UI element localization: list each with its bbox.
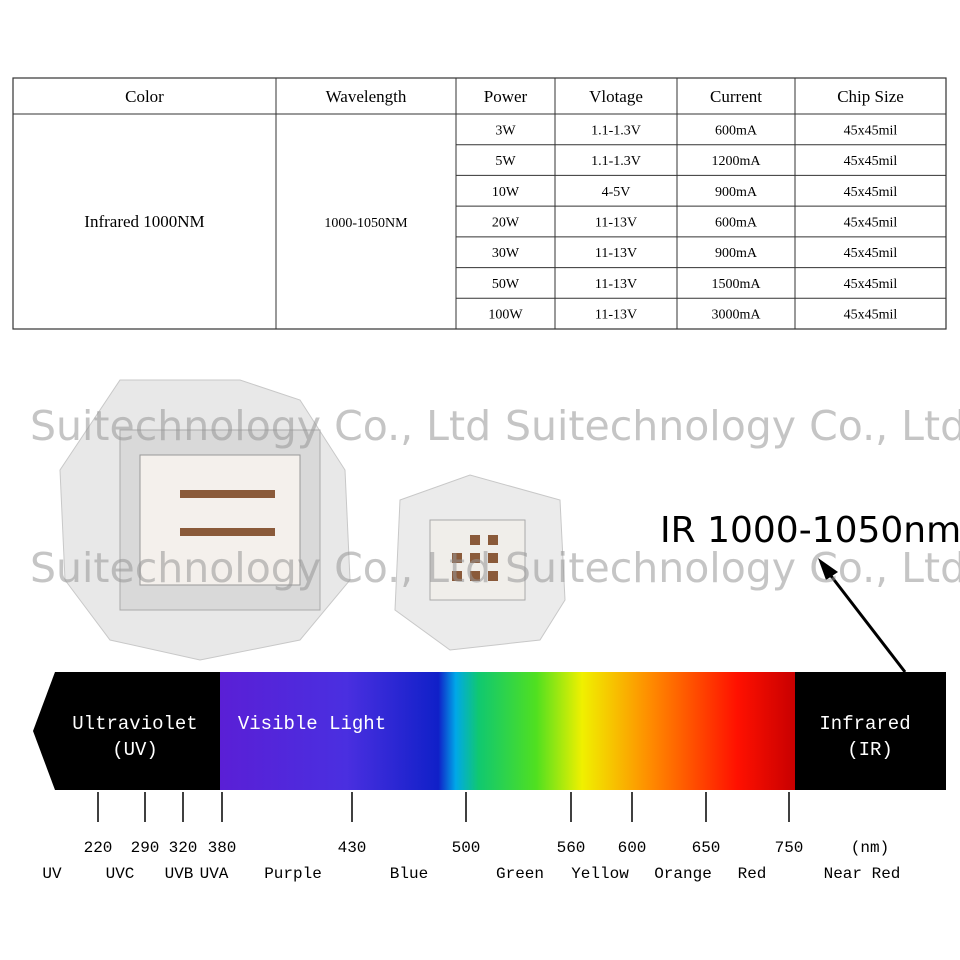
table-cell: 11-13V — [595, 308, 637, 323]
region-label: (IR) — [847, 739, 893, 761]
band-label: UVA — [200, 865, 229, 883]
table-cell: 10W — [492, 185, 520, 200]
annotation: IR 1000-1050nm — [660, 510, 960, 551]
table-cell: 50W — [492, 277, 520, 292]
table-cell: 600mA — [715, 216, 758, 231]
band-label: Orange — [654, 865, 712, 883]
table-cell: 900mA — [715, 185, 758, 200]
region-label: Ultraviolet — [72, 713, 197, 735]
table-cell: 600mA — [715, 123, 758, 138]
table-cell: 5W — [495, 154, 516, 169]
header-cell: Wavelength — [326, 87, 407, 106]
region-label: Infrared — [819, 713, 910, 735]
table-cell: 45x45mil — [844, 277, 898, 292]
tick-label: 650 — [692, 839, 721, 857]
band-label: Blue — [390, 865, 428, 883]
header-cell: Power — [484, 87, 528, 106]
table-cell: 30W — [492, 246, 520, 261]
table-cell: 3000mA — [712, 308, 762, 323]
arrow-line — [826, 571, 907, 673]
table-cell: 4-5V — [602, 185, 631, 200]
visible-gradient — [220, 672, 795, 790]
table-cell: 45x45mil — [844, 185, 898, 200]
table-border — [12, 77, 947, 330]
region-label: Visible Light — [238, 713, 386, 735]
region-label: (UV) — [112, 739, 158, 761]
table-cell: 1.1-1.3V — [591, 154, 641, 169]
watermark: Suitechnology Co., Ltd — [30, 544, 491, 592]
watermark: Suitechnology Co., Ltd — [505, 544, 960, 592]
tick-label: 380 — [208, 839, 237, 857]
band-label: Green — [496, 865, 544, 883]
watermark: Suitechnology Co., Ltd — [30, 402, 491, 450]
table-cell: 1.1-1.3V — [591, 123, 641, 138]
tick-label: (nm) — [851, 839, 889, 857]
tick-label: 220 — [84, 839, 113, 857]
wavelength-cell: 1000-1050NM — [324, 216, 408, 231]
tick-label: 560 — [557, 839, 586, 857]
band-label: Near Red — [824, 865, 901, 883]
table-cell: 1500mA — [712, 277, 762, 292]
table-cell: 900mA — [715, 246, 758, 261]
table-cell: 45x45mil — [844, 123, 898, 138]
table-cell: 1200mA — [712, 154, 762, 169]
header-cell: Chip Size — [837, 87, 904, 106]
band-label: Yellow — [571, 865, 629, 883]
band-label: Purple — [264, 865, 322, 883]
table-cell: 45x45mil — [844, 216, 898, 231]
band-label: UVB — [165, 865, 194, 883]
header-cell: Color — [125, 87, 164, 106]
table-cell: 100W — [488, 308, 523, 323]
table-cell: 11-13V — [595, 216, 637, 231]
watermark: Suitechnology Co., Ltd — [505, 402, 960, 450]
header-cell: Current — [710, 87, 762, 106]
table-cell: 45x45mil — [844, 154, 898, 169]
tick-label: 290 — [131, 839, 160, 857]
arrow-head — [818, 558, 838, 580]
table-cell: 3W — [495, 123, 516, 138]
table-cell: 11-13V — [595, 246, 637, 261]
table-cell: 45x45mil — [844, 308, 898, 323]
led-small — [394, 474, 566, 651]
color-cell: Infrared 1000NM — [84, 212, 204, 231]
table-cell: 11-13V — [595, 277, 637, 292]
led-large — [59, 379, 351, 661]
table-cell: 20W — [492, 216, 520, 231]
tick-label: 750 — [775, 839, 804, 857]
band-label: UVC — [106, 865, 135, 883]
header-cell: Vlotage — [589, 87, 643, 106]
tick-label: 320 — [169, 839, 198, 857]
band-label: Red — [738, 865, 767, 883]
table-cell: 45x45mil — [844, 246, 898, 261]
band-label: UV — [42, 865, 62, 883]
tick-label: 600 — [618, 839, 647, 857]
tick-label: 500 — [452, 839, 481, 857]
tick-label: 430 — [338, 839, 367, 857]
